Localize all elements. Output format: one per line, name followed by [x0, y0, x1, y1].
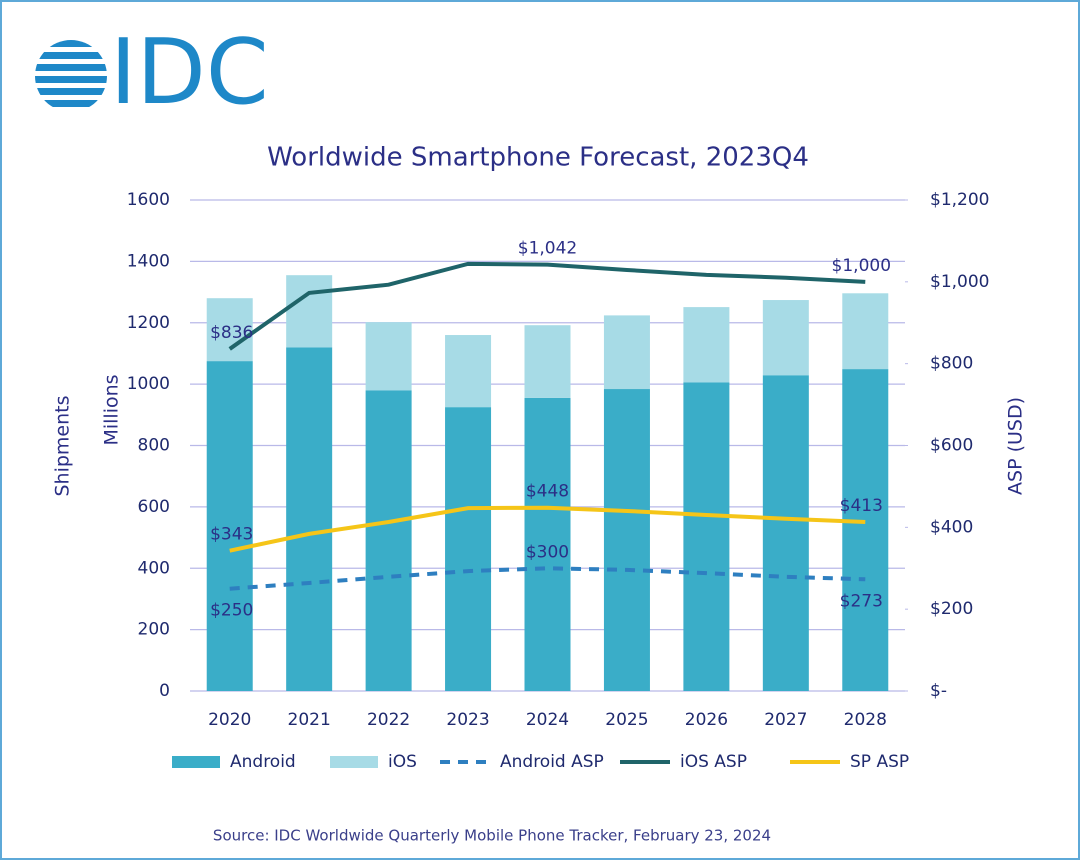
data-label: $300 [526, 542, 569, 562]
logo-globe [35, 40, 107, 107]
legend-swatch [330, 756, 378, 768]
bar [603, 315, 650, 390]
data-label: $1,042 [518, 239, 577, 259]
bar [603, 389, 650, 691]
y2-tick-label: $600 [930, 436, 973, 456]
source-note: Source: IDC Worldwide Quarterly Mobile P… [213, 827, 771, 845]
legend-label: iOS ASP [680, 752, 747, 772]
y-tick-label: 0 [159, 681, 170, 701]
bar [683, 307, 730, 383]
bar [524, 397, 571, 691]
data-label: $836 [210, 323, 253, 343]
y-tick-label: 200 [138, 620, 170, 640]
x-tick-label: 2027 [764, 710, 807, 730]
y2-tick-label: $1,000 [930, 272, 989, 292]
chart-title: Worldwide Smartphone Forecast, 2023Q4 [267, 143, 809, 173]
x-tick-label: 2023 [446, 710, 489, 730]
bar [762, 300, 809, 376]
y-tick-label: 1600 [127, 190, 170, 210]
y-tick-label: 1200 [127, 313, 170, 333]
y-axis-title: Shipments [52, 395, 74, 496]
bar [524, 325, 571, 398]
y-tick-label: 400 [138, 558, 170, 578]
y-tick-label: 600 [138, 497, 170, 517]
bar [842, 293, 889, 370]
bar [286, 275, 333, 348]
legend-label: iOS [388, 752, 417, 772]
x-tick-label: 2024 [526, 710, 569, 730]
y2-tick-label: $1,200 [930, 190, 989, 210]
legend-label: Android ASP [500, 752, 604, 772]
y2-axis-title: ASP (USD) [1005, 397, 1027, 495]
y-tick-label: 800 [138, 436, 170, 456]
bar [365, 390, 412, 691]
y-axis-title: Millions [101, 374, 123, 445]
bar [206, 298, 253, 362]
x-tick-label: 2020 [208, 710, 251, 730]
bar [286, 347, 333, 691]
legend-label: Android [230, 752, 296, 772]
data-label: $250 [210, 601, 253, 621]
data-label: $448 [526, 482, 569, 502]
y2-tick-label: $200 [930, 599, 973, 619]
data-label: $343 [210, 525, 253, 545]
y2-tick-label: $800 [930, 354, 973, 374]
data-label: $273 [840, 591, 883, 611]
x-tick-label: 2028 [844, 710, 887, 730]
x-tick-label: 2026 [685, 710, 728, 730]
data-label: $1,000 [832, 256, 891, 276]
bar [445, 407, 492, 691]
y2-tick-label: $- [930, 681, 947, 701]
x-tick-label: 2021 [288, 710, 331, 730]
logo-text: IDC [110, 20, 269, 125]
line-series [229, 566, 866, 591]
legend-label: SP ASP [850, 752, 909, 772]
bar [365, 322, 412, 391]
legend-swatch [172, 756, 220, 768]
x-tick-label: 2022 [367, 710, 410, 730]
bar [683, 382, 730, 691]
bar [842, 369, 889, 691]
y-tick-label: 1000 [127, 374, 170, 394]
y-tick-label: 1400 [127, 251, 170, 271]
line-series [228, 261, 866, 351]
data-label: $413 [840, 496, 883, 516]
bar [445, 335, 492, 408]
bar [206, 361, 253, 691]
y2-tick-label: $400 [930, 517, 973, 537]
x-tick-label: 2025 [605, 710, 648, 730]
line-series [229, 505, 866, 553]
bar [762, 375, 809, 691]
